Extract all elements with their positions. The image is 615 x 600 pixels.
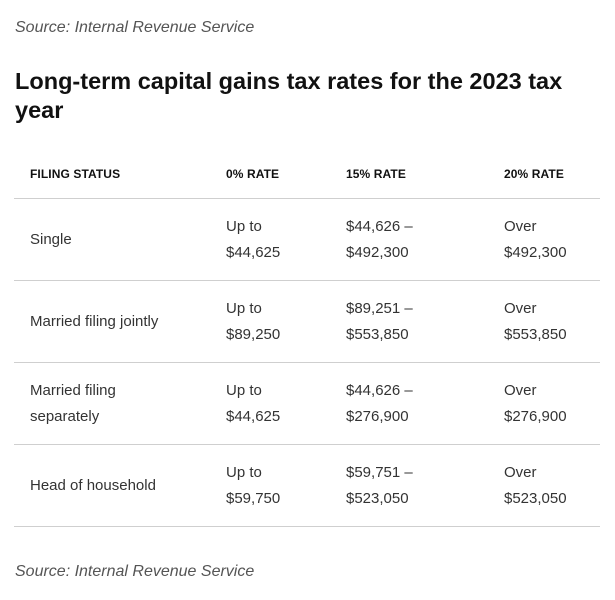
cell-line: $523,050 [504, 489, 567, 507]
cell-line: $44,626 – [346, 217, 413, 235]
cell-line: $276,900 [504, 407, 567, 425]
rate-15-cell: $89,251 – $553,850 [346, 280, 504, 363]
cell-line: Head of household [30, 476, 156, 494]
table-row: Single Up to $44,625 $44,626 – $492,300 … [14, 198, 600, 281]
source-caption-top: Source: Internal Revenue Service [15, 19, 255, 36]
rate-20-cell: Over $276,900 [504, 362, 600, 445]
cell-line: $44,626 – [346, 381, 413, 399]
rate-15-cell: $59,751 – $523,050 [346, 444, 504, 527]
cell-line: $44,625 [226, 407, 281, 425]
cell-line: Up to [226, 381, 262, 399]
filing-status-cell: Single [14, 198, 212, 281]
rate-0-cell: Up to $44,625 [212, 362, 346, 445]
rate-15-cell: $44,626 – $492,300 [346, 198, 504, 281]
cell-line: $523,050 [346, 489, 409, 507]
cell-line: Over [504, 381, 537, 399]
tax-rates-table: FILING STATUS 0% RATE 15% RATE 20% RATE … [14, 150, 600, 527]
rate-0-cell: Up to $59,750 [212, 444, 346, 527]
rate-0-cell: Up to $89,250 [212, 280, 346, 363]
cell-line: Over [504, 463, 537, 481]
table-row: Head of household Up to $59,750 $59,751 … [14, 444, 600, 527]
cell-line: $276,900 [346, 407, 409, 425]
header-filing-status: FILING STATUS [14, 150, 212, 199]
filing-status-cell: Married filing jointly [14, 280, 212, 363]
rate-20-cell: Over $523,050 [504, 444, 600, 527]
cell-line: separately [30, 407, 100, 425]
cell-line: Over [504, 217, 537, 235]
filing-status-cell: Married filing separately [14, 362, 212, 445]
cell-line: $59,751 – [346, 463, 413, 481]
table-row: Married filing separately Up to $44,625 … [14, 362, 600, 445]
page-title: Long-term capital gains tax rates for th… [15, 68, 563, 123]
cell-line: $553,850 [346, 325, 409, 343]
header-0-rate: 0% RATE [212, 150, 346, 199]
cell-line: Single [30, 230, 72, 248]
rate-20-cell: Over $492,300 [504, 198, 600, 281]
cell-line: $553,850 [504, 325, 567, 343]
table-row: Married filing jointly Up to $89,250 $89… [14, 280, 600, 363]
cell-line: $44,625 [226, 243, 281, 261]
cell-line: Up to [226, 217, 262, 235]
filing-status-cell: Head of household [14, 444, 212, 527]
cell-line: $492,300 [346, 243, 409, 261]
cell-line: Up to [226, 463, 262, 481]
header-15-rate: 15% RATE [346, 150, 504, 199]
cell-line: Over [504, 299, 537, 317]
cell-line: Married filing [30, 381, 116, 399]
cell-line: $89,251 – [346, 299, 413, 317]
header-20-rate: 20% RATE [504, 150, 600, 199]
cell-line: Married filing jointly [30, 312, 159, 330]
cell-line: $492,300 [504, 243, 567, 261]
source-caption-bottom: Source: Internal Revenue Service [15, 563, 255, 580]
rate-15-cell: $44,626 – $276,900 [346, 362, 504, 445]
table-header-row: FILING STATUS 0% RATE 15% RATE 20% RATE [14, 150, 600, 199]
rate-20-cell: Over $553,850 [504, 280, 600, 363]
cell-line: $89,250 [226, 325, 281, 343]
rate-0-cell: Up to $44,625 [212, 198, 346, 281]
cell-line: $59,750 [226, 489, 281, 507]
cell-line: Up to [226, 299, 262, 317]
